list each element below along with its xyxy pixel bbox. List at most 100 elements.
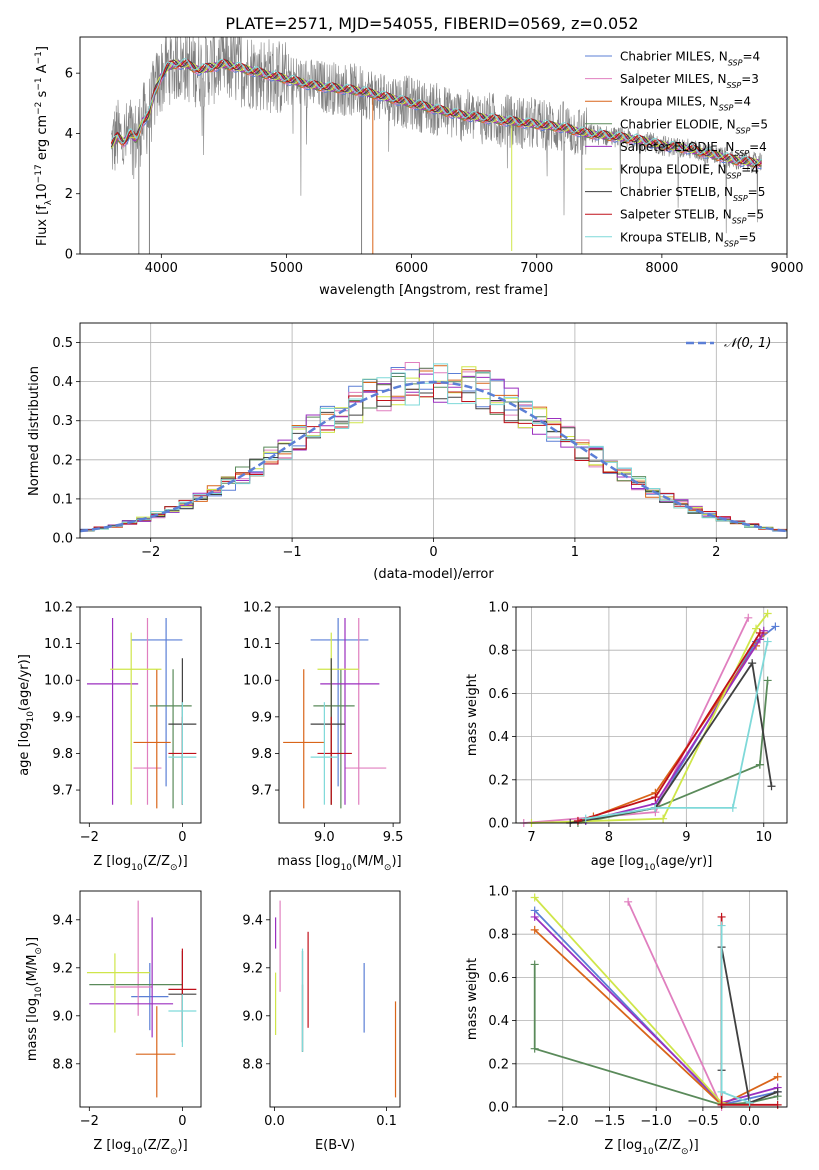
- age_vs_Z-point-3: [149, 669, 192, 809]
- mass_vs_ebv-y-tick-label: 8.8: [242, 1057, 263, 1072]
- age_vs_Z-y-label: age [log10(age/yr)]: [17, 654, 36, 776]
- model-line-8: [110, 58, 762, 165]
- mass_vs_ebv-frame: [269, 890, 401, 1108]
- spectrum-y-tick-label: 2: [65, 187, 73, 202]
- weight-marker: [651, 803, 660, 812]
- model-line-7: [110, 58, 762, 166]
- weight-marker: [755, 628, 764, 637]
- legend-label: Kroupa ELODIE, NSSP=4: [620, 163, 759, 181]
- mass_vs_Z-axes: −2 0 8.8 9.0 9.2 9.4: [52, 913, 186, 1129]
- age_vs_mass-point-2: [283, 669, 325, 809]
- spectrum-y-tick-label: 4: [65, 127, 73, 142]
- age_vs_mass-x-tick-label: 9.0: [314, 830, 335, 845]
- age_vs_mass-y-tick-label: 9.8: [251, 747, 272, 762]
- age_vs_Z-x-tick-label: 0: [178, 830, 186, 845]
- age_vs_Z-y-tick-label: 10.1: [44, 637, 73, 652]
- mass_vs_Z-x-tick-label: 0: [178, 1114, 186, 1129]
- residuals-y-tick-label: 0.2: [52, 453, 73, 468]
- spectrum-legend: Chabrier MILES, NSSP=4 Salpeter MILES, NS…: [585, 50, 768, 248]
- age_vs_Z-point-2: [133, 669, 171, 809]
- age_vs_Z-y-tick-label: 9.7: [52, 784, 73, 799]
- weight_vs_Z-y-tick-label: 0.8: [488, 928, 509, 943]
- age_vs_Z-y-tick-label: 10.2: [44, 601, 73, 616]
- mass_vs_Z-x-tick-label: −2: [80, 1114, 99, 1129]
- residuals-x-tick-label: 1: [571, 545, 579, 560]
- age_vs_mass-point-4: [320, 617, 380, 805]
- mass_vs_Z-y-tick-label: 9.4: [52, 913, 73, 928]
- weight-marker: [773, 1087, 782, 1096]
- weight_vs_age-series-3: [573, 676, 772, 827]
- age_vs_mass-x-label: mass [log10(M/M⊙)]: [277, 854, 401, 873]
- mass_vs_Z-frame: [79, 890, 202, 1108]
- residuals-y-tick-label: 0.3: [52, 414, 73, 429]
- spectrum-x-tick-label: 9000: [770, 261, 803, 276]
- weight_vs_Z-x-tick-label: −0.5: [687, 1114, 719, 1129]
- age_vs_mass-x-tick-label: 9.5: [383, 830, 404, 845]
- age_vs_mass-point-7: [317, 716, 352, 805]
- weight_vs_Z-x-tick-label: −1.5: [594, 1114, 626, 1129]
- weight_vs_Z-axes: −2.0 −1.5 −1.0 −0.5 0.0 0.0 0.2 0.4 0.6 0.8 1.0: [488, 885, 787, 1129]
- mass_vs_ebv-y-tick-label: 9.2: [242, 961, 263, 976]
- age_vs_Z-point-4: [86, 617, 139, 805]
- spectrum-y-tick-label: 0: [65, 248, 73, 263]
- residuals-x-tick-label: −1: [283, 545, 302, 560]
- weight_vs_age-x-tick-label: 10: [755, 830, 772, 845]
- weight_vs_age-y-tick-label: 0.4: [488, 730, 509, 745]
- weight-marker: [530, 1044, 539, 1053]
- model-line-0: [110, 62, 762, 170]
- weight-marker: [771, 622, 780, 631]
- spectrum-y-label: Flux [fλ10−17 erg cm−2 s−1 A−1]: [34, 46, 54, 246]
- mass_vs_Z-point-0: [131, 963, 169, 1031]
- weight_vs_age-x-tick-label: 9: [682, 830, 690, 845]
- weight-marker: [748, 659, 757, 668]
- age_vs_mass-y-tick-label: 10.0: [243, 674, 272, 689]
- weight_vs_Z-x-label: Z [log10(Z/Z⊙)]: [604, 1138, 698, 1157]
- weight_vs_Z-y-label: mass weight: [465, 958, 480, 1040]
- residuals-y-tick-label: 0.4: [52, 375, 73, 390]
- weight-marker: [763, 637, 772, 646]
- weight-marker: [573, 816, 582, 825]
- weight_vs_age-y-label: mass weight: [465, 674, 480, 756]
- residual-histogram-7: [80, 370, 787, 531]
- weight-marker: [755, 760, 764, 769]
- weight-line: [577, 680, 769, 824]
- age_vs_mass-y-tick-label: 10.1: [243, 637, 272, 652]
- weight-line: [585, 630, 765, 822]
- legend-label: Chabrier STELIB, NSSP=5: [620, 185, 765, 203]
- weight-marker: [659, 814, 668, 823]
- age_vs_Z-y-tick-label: 9.9: [52, 710, 73, 725]
- age_vs_Z-y-tick-label: 9.8: [52, 747, 73, 762]
- weight-line: [534, 896, 723, 1104]
- age_vs_mass-frame: [278, 606, 401, 824]
- residual-histogram-8: [80, 363, 787, 532]
- figure-title: PLATE=2571, MJD=54055, FIBERID=0569, z=0…: [225, 14, 638, 33]
- spectrum-x-tick-label: 4000: [145, 261, 178, 276]
- legend-label: Kroupa STELIB, NSSP=5: [620, 230, 756, 248]
- residuals-x-label: (data-model)/error: [373, 567, 494, 582]
- age_vs_mass-point-6: [310, 658, 345, 805]
- spectrum-axes: 4000 5000 6000 7000 8000 9000 0 2 4 6: [65, 67, 804, 276]
- weight_vs_Z-y-tick-label: 0.4: [488, 1014, 509, 1029]
- gaussian-legend-label: 𝒩(0, 1): [724, 336, 771, 351]
- residuals-y-tick-label: 0.5: [52, 336, 73, 351]
- age_vs_Z-x-label: Z [log10(Z/Z⊙)]: [93, 854, 187, 873]
- weight-marker: [767, 782, 776, 791]
- weight-marker: [530, 893, 539, 902]
- residuals-axes: −2 −1 0 1 2 0.0 0.1 0.2 0.3 0.4 0.5: [52, 323, 787, 560]
- residuals-y-tick-label: 0.0: [52, 532, 73, 547]
- weight_vs_Z-x-tick-label: 0.0: [739, 1114, 760, 1129]
- age_vs_mass-point-0: [310, 617, 369, 787]
- weight_vs_age-y-tick-label: 0.6: [488, 687, 509, 702]
- weight_vs_age-series-7: [573, 628, 764, 825]
- spectrum-y-tick-label: 6: [65, 67, 73, 82]
- weight-marker: [717, 921, 726, 930]
- weight_vs_age-x-tick-label: 8: [605, 830, 613, 845]
- age_vs_mass-y-tick-label: 9.9: [251, 710, 272, 725]
- weight-line: [627, 901, 723, 1108]
- legend-label: Chabrier MILES, NSSP=4: [620, 50, 760, 68]
- weight-marker: [717, 1087, 726, 1096]
- residuals-x-tick-label: 0: [429, 545, 437, 560]
- age_vs_Z-frame: [79, 606, 202, 824]
- age_vs_mass-y-tick-label: 9.7: [251, 784, 272, 799]
